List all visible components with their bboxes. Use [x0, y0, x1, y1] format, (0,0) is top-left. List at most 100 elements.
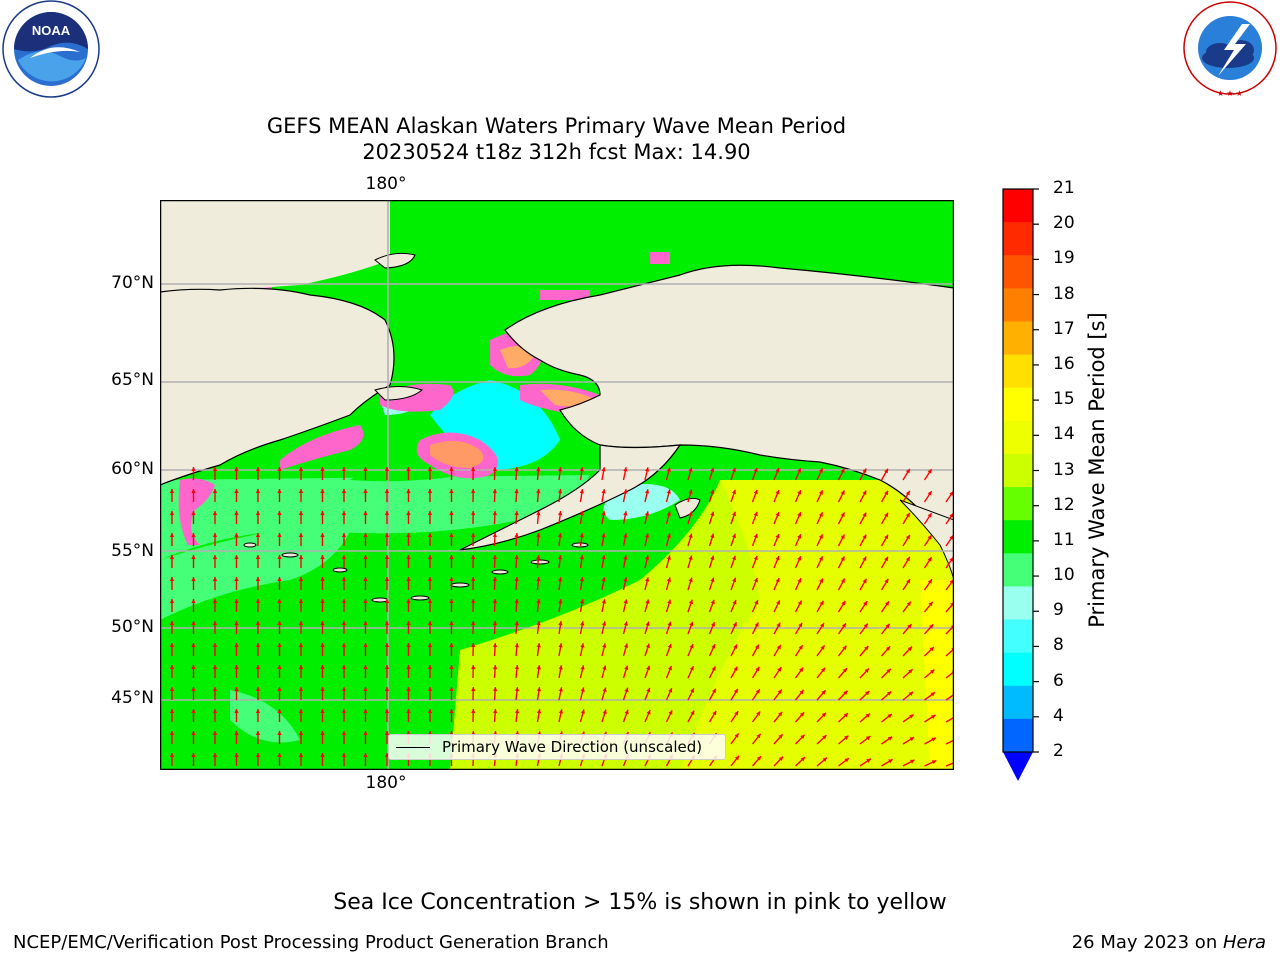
wave-direction-arrow: [384, 621, 390, 634]
wave-direction-arrow: [471, 642, 476, 657]
wave-direction-arrow: [816, 489, 824, 503]
wave-direction-arrow: [514, 687, 520, 701]
wave-direction-arrow: [880, 468, 889, 481]
wave-direction-arrow: [320, 621, 325, 634]
wave-direction-arrow: [255, 731, 261, 744]
wave-direction-arrow: [945, 534, 954, 547]
wave-direction-arrow: [924, 669, 935, 679]
wave-direction-arrow: [470, 510, 476, 525]
wave-direction-arrow: [277, 753, 282, 766]
colorbar-band: [1003, 189, 1033, 223]
wave-direction-arrow: [902, 578, 911, 591]
wave-direction-arrow: [601, 687, 607, 701]
wave-direction-arrow: [255, 665, 261, 678]
wave-direction-arrow: [212, 511, 218, 524]
wave-direction-arrow: [923, 512, 933, 525]
wave-direction-arrow: [816, 734, 828, 745]
wave-direction-arrow: [838, 712, 849, 723]
wave-direction-arrow: [277, 511, 282, 524]
wave-direction-arrow: [665, 533, 671, 547]
wave-direction-arrow: [773, 756, 784, 767]
wave-direction-arrow: [644, 709, 651, 723]
wave-direction-arrow: [751, 733, 762, 745]
wave-direction-arrow: [794, 467, 802, 481]
wave-direction-arrow: [795, 756, 806, 767]
graticule: [160, 200, 954, 770]
wave-direction-arrow: [449, 555, 454, 568]
wave-direction-arrow: [816, 533, 824, 547]
wave-direction-arrow: [751, 622, 759, 635]
wave-direction-arrow: [622, 489, 628, 503]
noaa-logo-text: NOAA: [32, 23, 71, 38]
wave-direction-arrow: [320, 643, 325, 656]
period-13-14-field: [680, 480, 954, 770]
wave-direction-arrow: [341, 665, 347, 678]
colorbar-band: [1003, 520, 1033, 554]
wave-direction-arrow: [730, 577, 737, 591]
wave-direction-arrow: [191, 467, 196, 480]
colorbar-band: [1003, 288, 1033, 322]
wave-direction-arrow: [837, 645, 847, 657]
colorbar-tick-label: 13: [1053, 459, 1075, 480]
wave-direction-arrow: [622, 621, 628, 635]
wave-direction-arrow: [191, 753, 196, 766]
wave-direction-arrow: [471, 708, 476, 723]
wave-direction-arrow: [406, 687, 411, 700]
wave-direction-arrow: [881, 690, 892, 701]
wave-direction-arrow: [234, 731, 239, 744]
wave-direction-arrow: [751, 467, 758, 481]
wave-direction-arrow: [320, 489, 325, 502]
wave-direction-arrow: [449, 467, 454, 480]
wave-direction-arrow: [341, 621, 347, 634]
colorbar-tick-label: 19: [1053, 248, 1075, 269]
wave-direction-arrow: [687, 710, 695, 723]
wave-direction-arrow: [923, 578, 933, 591]
wave-direction-arrow: [644, 687, 651, 701]
wave-direction-arrow: [924, 737, 937, 745]
wave-direction-arrow: [838, 735, 849, 745]
wave-direction-arrow: [859, 713, 871, 723]
wave-direction-arrow: [255, 687, 261, 700]
wave-direction-arrow: [169, 577, 175, 590]
wave-direction-arrow: [255, 511, 261, 524]
wave-direction-arrow: [751, 555, 758, 569]
wave-direction-arrow: [191, 489, 196, 502]
wave-direction-arrow: [492, 466, 498, 481]
lat-label-45: 45°N: [111, 688, 154, 708]
wave-direction-arrow: [924, 646, 935, 657]
wave-direction-arrow: [601, 555, 606, 569]
wave-direction-arrow: [794, 533, 802, 547]
legend-label: Primary Wave Direction (unscaled): [442, 738, 703, 756]
wave-direction-arrow: [644, 533, 650, 547]
wave-direction-arrow: [751, 688, 761, 701]
wave-direction-arrow: [536, 665, 541, 679]
wave-direction-arrow: [859, 534, 867, 547]
colorbar-tick-label: 20: [1053, 213, 1075, 234]
wave-direction-arrow: [687, 621, 694, 635]
colorbar-tick-label: 17: [1053, 318, 1075, 339]
wave-direction-arrow: [622, 665, 629, 679]
colorbar-band: [1003, 619, 1033, 654]
wave-direction-arrow: [234, 643, 239, 656]
wave-direction-arrow: [708, 710, 717, 723]
wave-direction-arrow: [169, 643, 175, 656]
colorbar-tick-label: 11: [1053, 529, 1075, 550]
wave-direction-arrow: [644, 621, 650, 635]
wave-direction-arrow: [298, 687, 304, 700]
colorbar: [1002, 188, 1039, 781]
wave-direction-arrow: [384, 665, 390, 678]
wave-direction-arrow: [427, 511, 433, 524]
wave-direction-arrow: [384, 687, 390, 700]
colorbar-tick-label: 21: [1053, 178, 1075, 198]
colorbar-tick-label: 18: [1053, 283, 1075, 304]
lat-label-60: 60°N: [111, 459, 154, 479]
wave-direction-arrow: [514, 532, 519, 547]
wave-direction-arrow: [794, 734, 806, 745]
wave-direction-arrow: [751, 533, 758, 547]
wave-direction-arrow: [773, 733, 784, 745]
wave-direction-arrow: [557, 489, 563, 503]
wave-direction-arrow: [298, 467, 304, 480]
colorbar-tick-label: 2: [1053, 741, 1064, 761]
wave-direction-arrow: [751, 711, 761, 723]
wave-direction-arrow: [427, 577, 433, 590]
